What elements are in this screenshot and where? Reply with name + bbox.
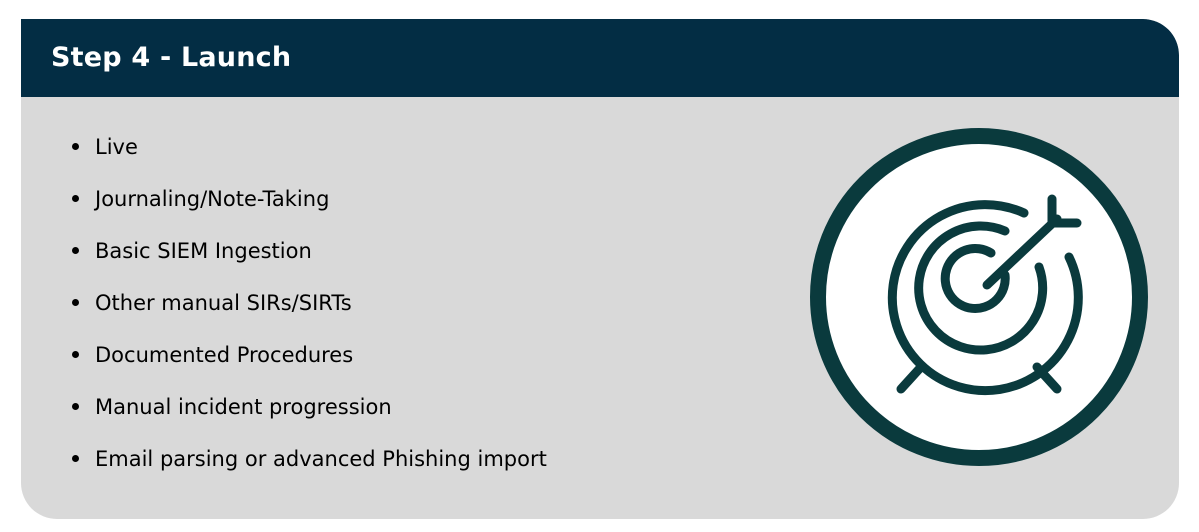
bullet-dot-icon: [72, 455, 79, 462]
bullet-list: Live Journaling/Note-Taking Basic SIEM I…: [69, 127, 547, 491]
stand-leg-right: [1032, 362, 1062, 394]
bullet-dot-icon: [72, 403, 79, 410]
list-item-label: Manual incident progression: [95, 395, 392, 419]
list-item-label: Journaling/Note-Taking: [95, 187, 330, 211]
list-item-label: Documented Procedures: [95, 343, 354, 367]
list-item: Live: [69, 127, 547, 179]
list-item: Basic SIEM Ingestion: [69, 231, 547, 283]
card-header: Step 4 - Launch: [21, 19, 1179, 97]
list-item: Documented Procedures: [69, 335, 547, 387]
bullet-dot-icon: [72, 143, 79, 150]
bullet-dot-icon: [72, 195, 79, 202]
target-ring-inner: [940, 244, 1010, 313]
bullet-dot-icon: [72, 247, 79, 254]
step-card: Step 4 - Launch Live Journaling/Note-Tak…: [21, 19, 1179, 519]
target-icon-graphic: [810, 128, 1148, 466]
list-item-label: Email parsing or advanced Phishing impor…: [95, 447, 547, 471]
target-ring-middle: [914, 221, 1048, 355]
list-item: Email parsing or advanced Phishing impor…: [69, 439, 547, 491]
list-item: Other manual SIRs/SIRTs: [69, 283, 547, 335]
list-item-label: Basic SIEM Ingestion: [95, 239, 312, 263]
stand-leg-left: [896, 362, 926, 394]
list-item-label: Live: [95, 135, 138, 159]
list-item: Manual incident progression: [69, 387, 547, 439]
bullet-dot-icon: [72, 299, 79, 306]
list-item: Journaling/Note-Taking: [69, 179, 547, 231]
page-title: Step 4 - Launch: [51, 42, 292, 73]
icon-outer-ring: [810, 128, 1148, 466]
list-item-label: Other manual SIRs/SIRTs: [95, 291, 352, 315]
bullet-dot-icon: [72, 351, 79, 358]
arrow-shaft: [982, 214, 1062, 290]
target-icon: [809, 127, 1149, 467]
